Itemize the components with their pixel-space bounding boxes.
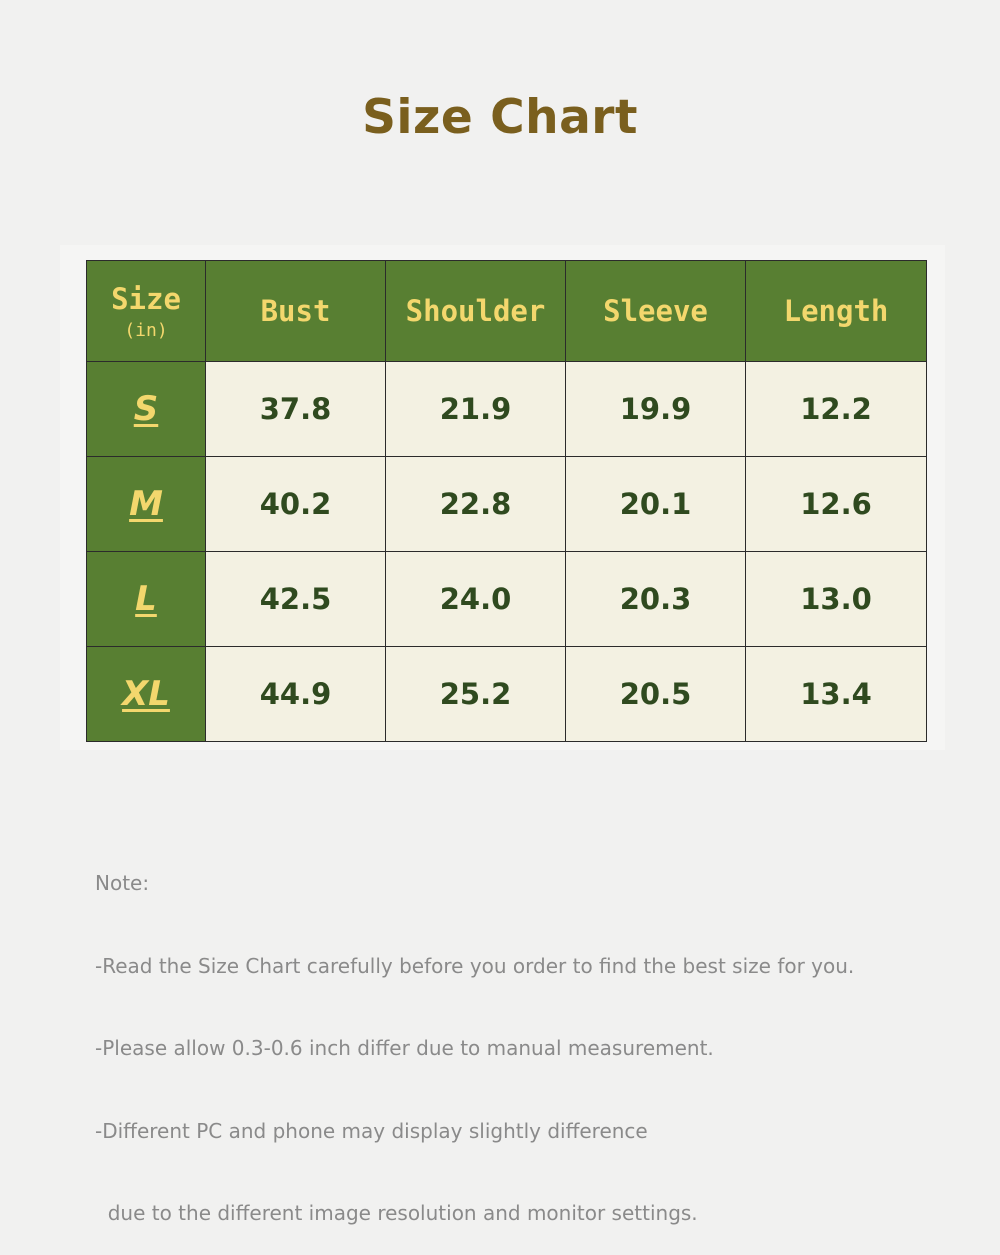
size-label-cell: L — [86, 551, 206, 647]
header-size: Size (in) — [86, 260, 206, 362]
length-cell: 13.4 — [745, 646, 927, 742]
header-bust: Bust — [205, 260, 386, 362]
bust-cell: 37.8 — [205, 361, 386, 457]
note-heading: Note: — [95, 871, 150, 895]
size-label: M — [129, 484, 163, 524]
header-shoulder: Shoulder — [385, 260, 566, 362]
header-sleeve: Sleeve — [565, 260, 746, 362]
header-sleeve-label: Sleeve — [603, 294, 708, 328]
shoulder-cell: 24.0 — [385, 551, 566, 647]
header-length-label: Length — [783, 294, 889, 328]
page-title: Size Chart — [362, 90, 638, 145]
size-label-cell: S — [86, 361, 206, 457]
sleeve-cell: 20.1 — [565, 456, 746, 552]
note-line: -Different PC and phone may display slig… — [95, 1118, 648, 1143]
shoulder-cell: 25.2 — [385, 646, 566, 742]
shoulder-cell: 22.8 — [385, 456, 566, 552]
note-line: -Read the Size Chart carefully before yo… — [95, 953, 855, 978]
bust-cell: 44.9 — [205, 646, 386, 742]
note-line: -Please allow 0.3-0.6 inch differ due to… — [95, 1036, 714, 1060]
size-label: S — [133, 389, 159, 429]
sleeve-cell: 19.9 — [565, 361, 746, 457]
size-label-cell: XL — [86, 646, 206, 742]
length-cell: 13.0 — [745, 551, 927, 647]
header-shoulder-label: Shoulder — [405, 294, 546, 328]
shoulder-cell: 21.9 — [385, 361, 566, 457]
table-row: S 37.8 21.9 19.9 12.2 — [86, 361, 927, 457]
header-length: Length — [745, 260, 927, 362]
table-row: L 42.5 24.0 20.3 13.0 — [86, 551, 927, 647]
bust-cell: 42.5 — [205, 551, 386, 647]
note-line: due to the different image resolution an… — [95, 1201, 698, 1225]
size-chart-table: Size (in) Bust Shoulder Sleeve Length S … — [86, 260, 927, 742]
bust-cell: 40.2 — [205, 456, 386, 552]
table-row: M 40.2 22.8 20.1 12.6 — [86, 456, 927, 552]
size-label: L — [135, 579, 157, 619]
size-label: XL — [122, 674, 170, 714]
header-bust-label: Bust — [260, 294, 331, 328]
header-size-label: Size — [111, 281, 181, 316]
size-label-cell: M — [86, 456, 206, 552]
size-note: Note: -Read the Size Chart carefully bef… — [95, 815, 854, 1255]
table-row: XL 44.9 25.2 20.5 13.4 — [86, 646, 927, 742]
header-row: Size (in) Bust Shoulder Sleeve Length — [86, 260, 927, 362]
header-size-unit: (in) — [124, 319, 168, 341]
length-cell: 12.2 — [745, 361, 927, 457]
sleeve-cell: 20.3 — [565, 551, 746, 647]
length-cell: 12.6 — [745, 456, 927, 552]
sleeve-cell: 20.5 — [565, 646, 746, 742]
